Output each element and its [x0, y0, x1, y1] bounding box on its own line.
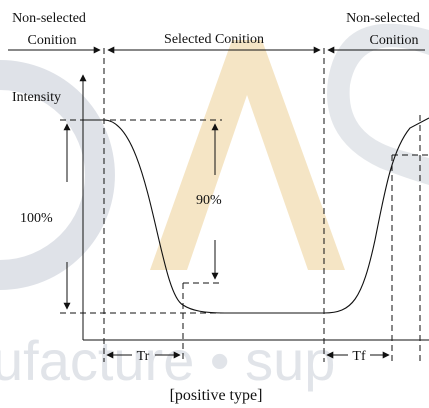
right-region-label-line2: Conition	[369, 33, 418, 48]
amplitude-indicator: 100%	[20, 123, 71, 310]
threshold-indicator: 90%	[196, 123, 222, 280]
right-region-label-line1: Non-selected	[346, 11, 420, 26]
axes: Intensity	[12, 74, 429, 341]
diagram-caption: [positive type]	[170, 387, 263, 404]
amplitude-label: 100%	[20, 211, 53, 226]
rise-time-label: Tr	[137, 349, 150, 364]
condition-row: Non-selected Conition Selected Conition …	[8, 11, 425, 54]
watermark-tagline: ufacture • sup	[0, 329, 335, 392]
left-region-label-line2: Conition	[27, 33, 76, 48]
vertical-guides	[103, 48, 421, 362]
watermark-letter-d	[0, 60, 115, 290]
intensity-curve	[83, 117, 429, 314]
watermark-letter-a	[150, 40, 345, 270]
threshold-label: 90%	[196, 193, 222, 208]
left-region-label-line1: Non-selected	[12, 11, 86, 26]
fall-time-label: Tf	[352, 349, 366, 364]
timing-markers: Tr Tf	[106, 349, 390, 364]
watermark-letter-s	[327, 23, 429, 185]
center-region-label: Selected Conition	[164, 32, 264, 47]
y-axis-label: Intensity	[12, 90, 61, 105]
